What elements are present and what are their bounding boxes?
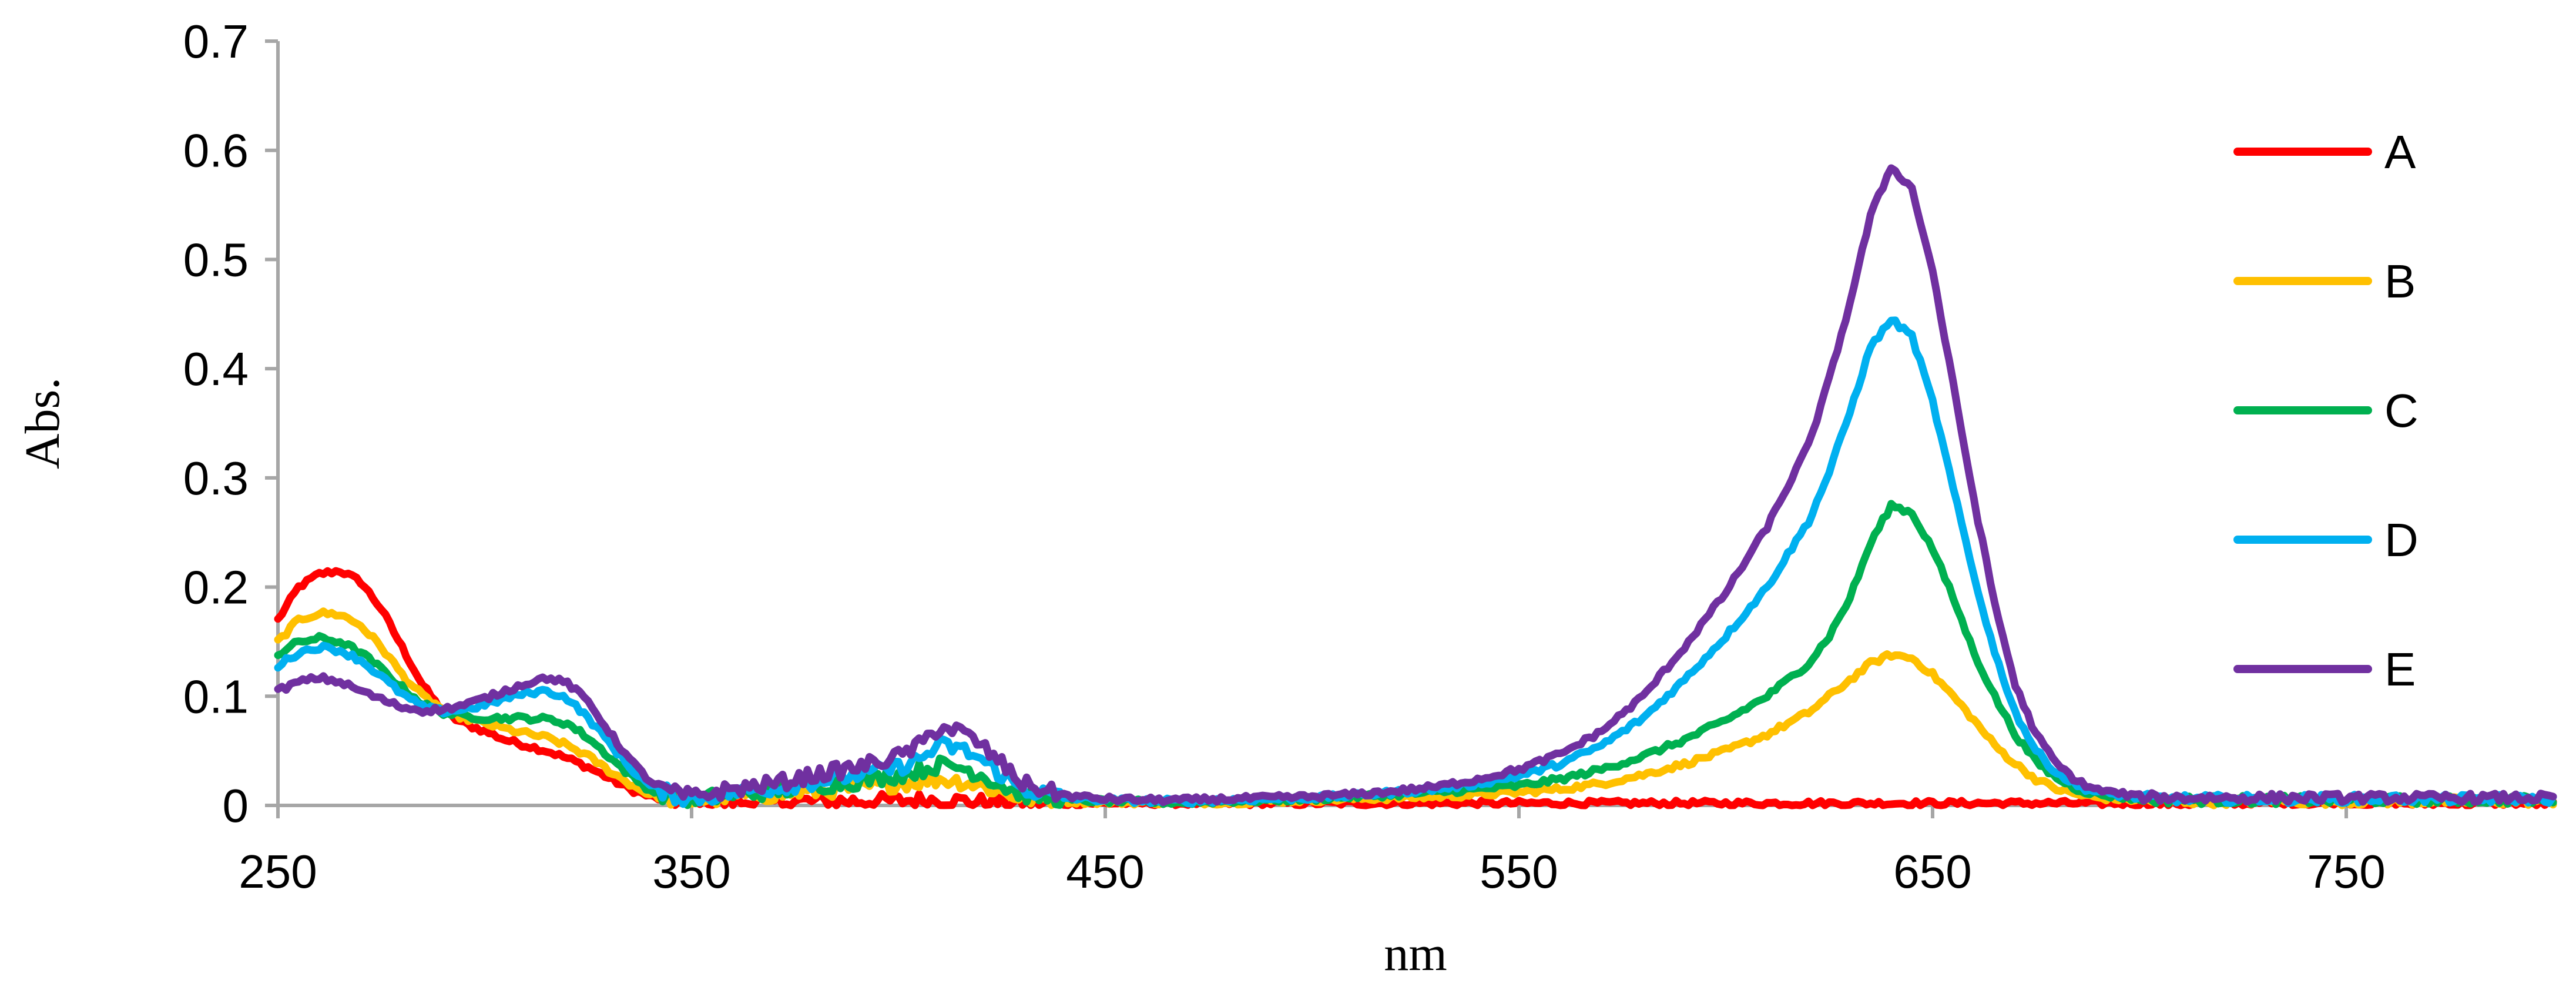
- legend-label-e: E: [2384, 643, 2416, 695]
- y-tick-label: 0.4: [183, 343, 249, 395]
- y-axis-title: Abs.: [15, 377, 70, 469]
- chart-series: [274, 164, 2557, 810]
- y-tick-label: 0.7: [183, 15, 249, 68]
- legend-label-d: D: [2384, 514, 2419, 566]
- legend-label-c: C: [2384, 384, 2419, 437]
- y-tick-label: 0.1: [183, 670, 249, 723]
- x-tick-label: 550: [1480, 845, 1558, 898]
- x-tick-label: 450: [1066, 845, 1144, 898]
- chart-legend: A B C D E: [2233, 126, 2419, 695]
- legend-label-a: A: [2384, 126, 2416, 178]
- x-tick-label: 650: [1893, 845, 1971, 898]
- series-line-d: [274, 316, 2557, 808]
- legend-label-b: B: [2384, 255, 2416, 307]
- x-tick-label: 750: [2307, 845, 2385, 898]
- y-tick-label: 0.6: [183, 125, 249, 177]
- series-line-e: [274, 164, 2557, 807]
- x-tick-label: 350: [652, 845, 730, 898]
- y-tick-label: 0: [223, 780, 249, 832]
- y-tick-label: 0.2: [183, 561, 249, 614]
- series-line-c: [274, 500, 2557, 810]
- chart-axes: [265, 39, 2553, 818]
- x-tick-label: 250: [239, 845, 317, 898]
- y-tick-label: 0.5: [183, 233, 249, 286]
- series-line-b: [274, 607, 2557, 810]
- x-axis-title: nm: [1384, 927, 1447, 981]
- y-tick-label: 0.3: [183, 452, 249, 504]
- chart-tick-labels: 0 0.1 0.2 0.3 0.4 0.5 0.6 0.7 250 350 450 550 650 750: [183, 15, 2386, 898]
